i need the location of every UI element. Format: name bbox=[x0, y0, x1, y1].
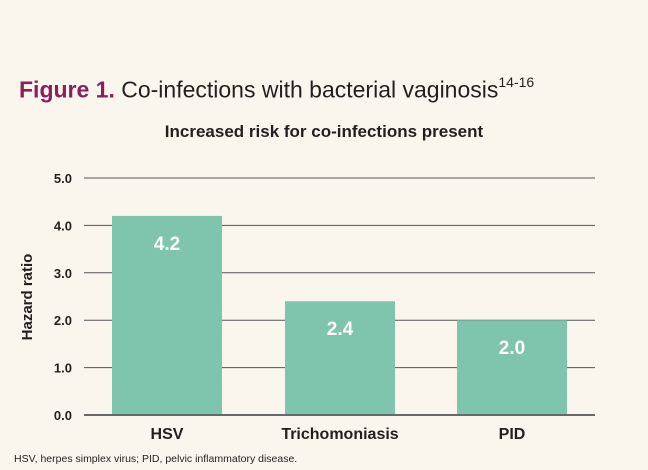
figure-title: Figure 1. Co-infections with bacterial v… bbox=[19, 74, 535, 104]
y-axis-title: Hazard ratio bbox=[19, 254, 36, 341]
bar-value-label: 2.4 bbox=[327, 319, 354, 340]
y-tick-label: 3.0 bbox=[54, 266, 72, 281]
x-category-label: PID bbox=[499, 426, 526, 443]
y-tick-label: 0.0 bbox=[54, 408, 72, 423]
bar bbox=[285, 301, 395, 415]
y-tick-label: 2.0 bbox=[54, 313, 72, 328]
y-tick-label: 4.0 bbox=[54, 218, 72, 233]
y-tick-label: 1.0 bbox=[54, 361, 72, 376]
figure-label: Figure 1. bbox=[19, 76, 115, 103]
figure-title-text: Co-infections with bacterial vaginosis bbox=[121, 76, 499, 103]
figure-caption: HSV, herpes simplex virus; PID, pelvic i… bbox=[14, 453, 298, 465]
figure-title-superscript: 14-16 bbox=[498, 74, 535, 90]
x-category-label: Trichomoniasis bbox=[281, 426, 398, 443]
x-category-label: HSV bbox=[151, 426, 184, 443]
chart-title: Increased risk for co-infections present bbox=[164, 122, 484, 141]
bar-value-label: 4.2 bbox=[154, 234, 180, 255]
bar-value-label: 2.0 bbox=[499, 338, 525, 359]
y-tick-label: 5.0 bbox=[54, 171, 72, 186]
bar bbox=[457, 320, 567, 415]
bar bbox=[112, 215, 222, 415]
